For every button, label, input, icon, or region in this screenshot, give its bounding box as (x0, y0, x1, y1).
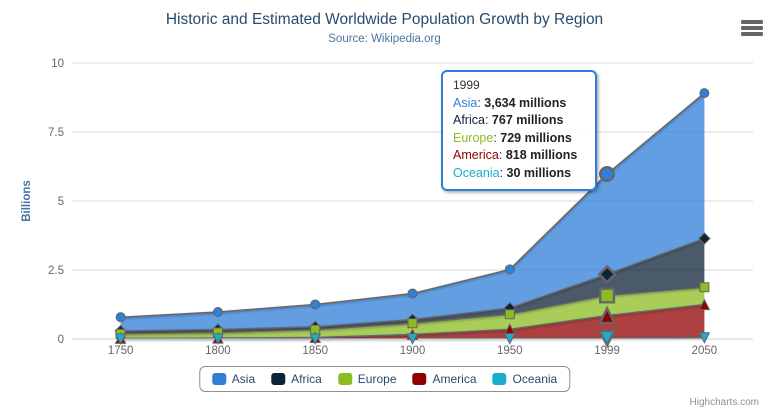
tooltip-series-name: Africa (453, 113, 485, 128)
tooltip-series-value: 818 millions (505, 148, 578, 163)
legend-swatch (412, 373, 427, 385)
legend-item-europe[interactable]: Europe (337, 372, 397, 386)
marker-asia-1950[interactable] (504, 264, 515, 275)
tooltip-series-value: 30 millions (506, 165, 572, 180)
y-axis-tick-label: 0 (58, 334, 64, 346)
marker-oceania-1999[interactable] (597, 329, 617, 349)
chart-title: Historic and Estimated Worldwide Populat… (165, 11, 604, 28)
marker-oceania-1900[interactable] (406, 333, 419, 345)
marker-america-2050[interactable] (698, 298, 711, 311)
legend-swatch (271, 373, 286, 385)
marker-oceania-2050[interactable] (698, 332, 711, 344)
tooltip-series-name: Oceania (453, 165, 500, 180)
highcharts-credits-link[interactable]: Highcharts.com (689, 397, 759, 408)
area-africa[interactable] (120, 238, 705, 334)
legend-item-asia[interactable]: Asia (211, 372, 255, 386)
tooltip-row: Asia: 3,634 millions (453, 96, 567, 110)
marker-asia-1850[interactable] (310, 299, 321, 310)
tooltip-header: 1999 (453, 78, 480, 92)
legend-swatch (337, 373, 352, 385)
legend-item-america[interactable]: America (412, 372, 477, 386)
chart-subtitle: Source: Wikipedia.org (328, 33, 441, 45)
tooltip-series-value: 3,634 millions (484, 96, 567, 110)
y-axis-tick-label: 7.5 (48, 127, 64, 139)
x-axis-tick-label: 1850 (302, 345, 328, 357)
marker-africa-1999[interactable] (597, 264, 617, 284)
tooltip: 1999 Asia: 3,634 millions Africa: 767 mi… (441, 70, 597, 192)
hamburger-icon[interactable] (741, 20, 763, 38)
marker-europe-1900[interactable] (407, 318, 418, 329)
marker-europe-2050[interactable] (699, 282, 710, 293)
marker-europe-1950[interactable] (504, 309, 515, 320)
tooltip-row: America: 818 millions (453, 148, 578, 163)
y-axis-tick-label: 2.5 (48, 265, 64, 277)
marker-asia-1999[interactable] (599, 166, 616, 183)
tooltip-series-name: Asia (453, 96, 478, 110)
tooltip-series-name: Europe (453, 130, 494, 145)
legend-item-oceania[interactable]: Oceania (492, 372, 557, 386)
legend-swatch (211, 373, 226, 385)
marker-oceania-1750[interactable] (114, 333, 127, 346)
tooltip-row: Europe: 729 millions (453, 130, 572, 145)
tooltip-series-name: America (453, 148, 499, 163)
x-axis-tick-label: 1999 (594, 345, 620, 357)
x-axis-tick-label: 1800 (205, 345, 231, 357)
marker-africa-2050[interactable] (698, 232, 711, 245)
tooltip-series-value: 767 millions (491, 113, 564, 128)
marker-asia-1900[interactable] (407, 288, 418, 299)
tooltip-series-value: 729 millions (500, 130, 572, 145)
marker-asia-1800[interactable] (212, 307, 223, 318)
marker-oceania-1800[interactable] (212, 333, 224, 346)
y-axis-tick-label: 5 (58, 196, 64, 208)
legend-item-africa[interactable]: Africa (271, 372, 322, 386)
x-axis-tick-label: 2050 (692, 345, 718, 357)
area-asia[interactable] (120, 93, 705, 331)
marker-america-1999[interactable] (597, 305, 617, 325)
tooltip-row: Oceania: 30 millions (453, 165, 572, 180)
area-america[interactable] (120, 304, 705, 339)
tooltip-row: Africa: 767 millions (453, 113, 564, 128)
x-axis-tick-label: 1900 (400, 345, 426, 357)
x-axis-tick-label: 1750 (108, 345, 134, 357)
x-axis-tick-label: 1950 (497, 345, 523, 357)
marker-oceania-1950[interactable] (503, 333, 516, 345)
marker-asia-2050[interactable] (699, 88, 710, 99)
marker-asia-1750[interactable] (115, 312, 126, 323)
marker-europe-1999[interactable] (599, 287, 616, 304)
y-axis-tick-label: 10 (51, 58, 64, 70)
y-axis-title: Billions (21, 180, 33, 222)
legend: Asia Africa Europe America Oceania (198, 366, 571, 392)
marker-oceania-1850[interactable] (309, 333, 322, 346)
legend-swatch (492, 373, 507, 385)
